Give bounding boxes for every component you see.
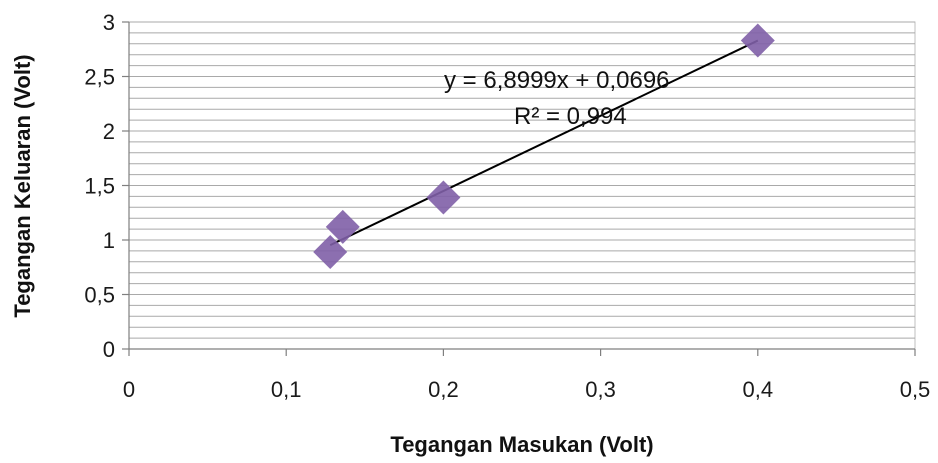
trendline — [329, 39, 759, 247]
r-squared-label: R² = 0,994 — [514, 103, 627, 130]
data-point — [325, 209, 360, 244]
x-tick-label: 0,5 — [900, 377, 931, 402]
trendline-equation: y = 6,8999x + 0,0696 — [444, 67, 670, 94]
data-points — [313, 23, 775, 269]
y-tick-label: 3 — [103, 10, 115, 35]
x-tick-label: 0,2 — [428, 377, 459, 402]
y-tick-label: 0,5 — [84, 283, 115, 308]
y-axis-title: Tegangan Keluaran (Volt) — [10, 54, 35, 317]
x-tick-label: 0,3 — [585, 377, 616, 402]
y-tick-labels: 0 0,5 1 1,5 2 2,5 3 — [84, 10, 115, 362]
y-tick-label: 1 — [103, 228, 115, 253]
data-point — [740, 23, 775, 58]
axes — [122, 21, 916, 356]
data-point — [313, 234, 348, 269]
x-axis-title: Tegangan Masukan (Volt) — [390, 432, 653, 457]
y-tick-label: 2,5 — [84, 65, 115, 90]
x-tick-labels: 0 0,1 0,2 0,3 0,4 0,5 — [123, 377, 930, 402]
x-tick-label: 0,4 — [743, 377, 774, 402]
gridlines — [129, 21, 915, 339]
x-tick-label: 0,1 — [271, 377, 302, 402]
y-tick-label: 2 — [103, 119, 115, 144]
y-tick-label: 0 — [103, 337, 115, 362]
y-tick-label: 1,5 — [84, 174, 115, 199]
data-point — [426, 180, 461, 215]
x-tick-label: 0 — [123, 377, 135, 402]
